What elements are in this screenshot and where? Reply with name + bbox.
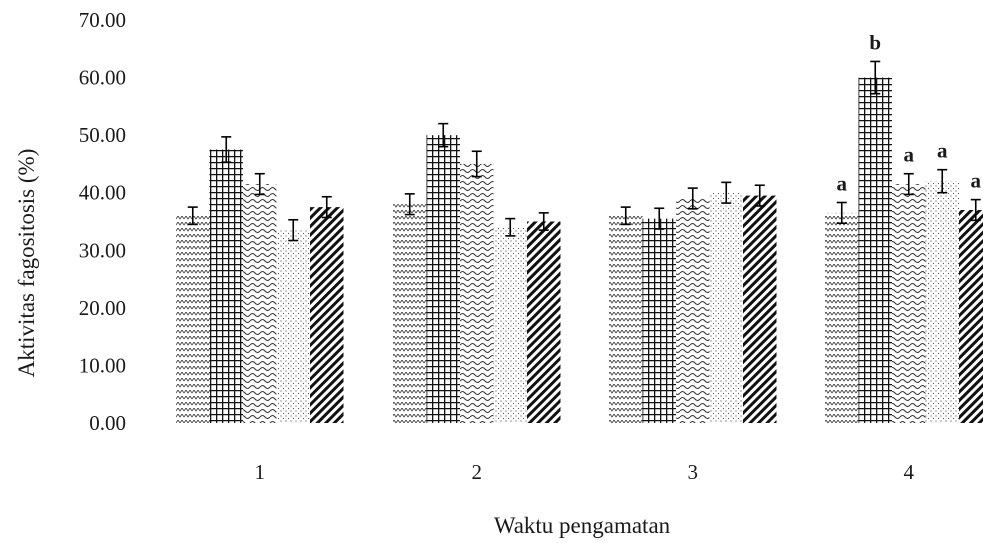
bar bbox=[743, 195, 777, 423]
bar bbox=[209, 149, 243, 424]
bar bbox=[310, 207, 344, 423]
error-bars bbox=[187, 60, 981, 242]
bar bbox=[493, 227, 527, 423]
bar bbox=[243, 184, 277, 423]
x-category-label: 4 bbox=[904, 460, 915, 484]
bar bbox=[892, 184, 926, 423]
bar bbox=[825, 212, 859, 423]
x-axis-category-labels: 1 2 3 4 bbox=[255, 460, 915, 484]
x-category-label: 1 bbox=[255, 460, 266, 484]
bar bbox=[426, 135, 460, 423]
x-category-label: 2 bbox=[472, 460, 483, 484]
significance-letter: a bbox=[971, 169, 982, 193]
y-tick-label: 60.00 bbox=[79, 66, 126, 90]
y-axis-title: Aktivitas fagositosis (%) bbox=[14, 149, 39, 378]
bar bbox=[959, 209, 983, 423]
y-tick-label: 0.00 bbox=[89, 411, 126, 435]
y-tick-label: 70.00 bbox=[79, 8, 126, 32]
y-tick-label: 50.00 bbox=[79, 123, 126, 147]
significance-letter: b bbox=[869, 30, 881, 54]
bar bbox=[858, 77, 892, 424]
bar bbox=[460, 163, 494, 423]
significance-letter: a bbox=[837, 172, 848, 196]
y-tick-label: 20.00 bbox=[79, 296, 126, 320]
y-tick-label: 10.00 bbox=[79, 353, 126, 377]
bar bbox=[393, 204, 427, 423]
x-axis-title: Waktu pengamatan bbox=[494, 513, 671, 538]
bar bbox=[276, 230, 310, 423]
y-tick-label: 30.00 bbox=[79, 238, 126, 262]
y-tick-label: 40.00 bbox=[79, 181, 126, 205]
x-category-label: 3 bbox=[688, 460, 699, 484]
bar bbox=[676, 198, 710, 423]
bar bbox=[925, 181, 959, 423]
significance-labels: aba aa bbox=[837, 30, 982, 195]
bar bbox=[642, 218, 676, 423]
bar-groups bbox=[176, 77, 983, 424]
significance-letter: a bbox=[904, 143, 915, 167]
bar bbox=[527, 221, 561, 423]
bar bbox=[709, 192, 743, 423]
bar bbox=[609, 215, 643, 423]
y-axis-ticks: 0.00 10.00 20.00 30.00 40.00 50.00 60.00 70.00 bbox=[79, 8, 126, 435]
bar bbox=[176, 215, 210, 423]
significance-letter: a bbox=[937, 139, 948, 163]
